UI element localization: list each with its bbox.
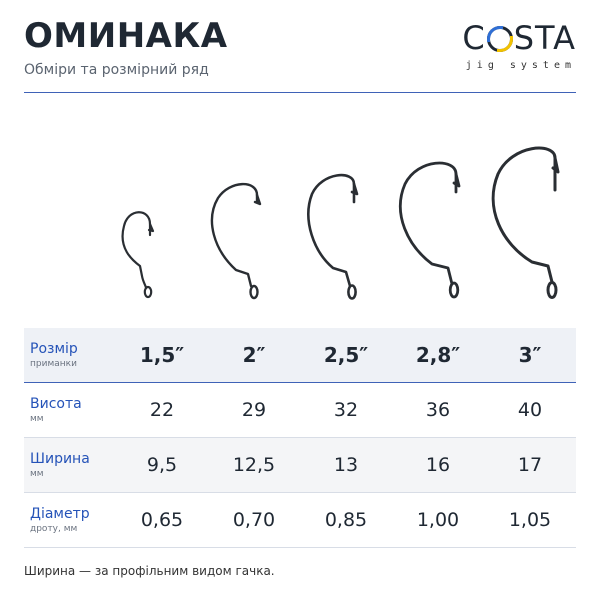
hook-size-5 (491, 146, 560, 299)
row-label: Діаметр дроту, мм (24, 505, 116, 535)
table-cell: 22 (149, 399, 175, 421)
row-label-title: Ширина (30, 451, 90, 467)
table-cell: 9,5 (146, 454, 178, 476)
table-row-size: Розмір приманки 1,5″ 2″ 2,5″ 2,8″ 3″ (24, 328, 576, 383)
page-title: ОМИНАКА (24, 16, 228, 56)
row-label: Висота мм (24, 395, 116, 425)
table-cell: 1,00 (416, 509, 460, 531)
brand-logo: C STA jig system (462, 20, 576, 71)
table-row-width: Ширина мм 9,5 12,5 13 16 17 (24, 438, 576, 493)
table-cell: 40 (517, 399, 543, 421)
table-cell: 3″ (518, 343, 542, 367)
table-row-height: Висота мм 22 29 32 36 40 (24, 383, 576, 438)
hook-size-3 (307, 173, 359, 300)
table-cell: 36 (425, 399, 451, 421)
row-label-unit: мм (30, 414, 44, 424)
table-cell: 16 (425, 454, 451, 476)
hook-size-1 (121, 211, 155, 299)
page-subtitle: Обміри та розмірний ряд (24, 62, 209, 78)
row-label-title: Діаметр (30, 506, 90, 522)
table-cell: 12,5 (232, 454, 276, 476)
row-label-title: Висота (30, 396, 82, 412)
table-cell: 32 (333, 399, 359, 421)
logo-wordmark: C STA (462, 20, 576, 56)
table-cell: 1,5″ (139, 343, 185, 367)
logo-letter-c: C (462, 19, 486, 57)
table-cell: 13 (333, 454, 359, 476)
table-cell: 0,85 (324, 509, 368, 531)
table-cell: 2,8″ (415, 343, 461, 367)
footnote: Ширина — за профільним видом гачка. (24, 564, 275, 578)
header-divider (24, 92, 576, 93)
logo-tagline: jig system (465, 60, 576, 71)
hook-size-2 (210, 182, 262, 300)
table-cell: 2,5″ (323, 343, 369, 367)
row-label: Ширина мм (24, 450, 116, 480)
hook-illustrations (121, 146, 560, 300)
logo-letters-sta: STA (513, 19, 576, 57)
table-cell: 29 (241, 399, 267, 421)
table-cell: 0,70 (232, 509, 276, 531)
row-label-unit: приманки (30, 359, 77, 369)
table-cell: 0,65 (140, 509, 184, 531)
hook-size-4 (399, 161, 461, 299)
row-label: Розмір приманки (24, 340, 116, 370)
row-label-title: Розмір (30, 341, 78, 357)
table-cell: 17 (517, 454, 543, 476)
row-label-unit: мм (30, 469, 44, 479)
table-cell: 1,05 (508, 509, 552, 531)
logo-o-icon (486, 26, 513, 52)
size-table: Розмір приманки 1,5″ 2″ 2,5″ 2,8″ 3″ Вис… (24, 328, 576, 548)
table-row-diameter: Діаметр дроту, мм 0,65 0,70 0,85 1,00 1,… (24, 493, 576, 548)
table-cell: 2″ (242, 343, 266, 367)
row-label-unit: дроту, мм (30, 524, 78, 534)
